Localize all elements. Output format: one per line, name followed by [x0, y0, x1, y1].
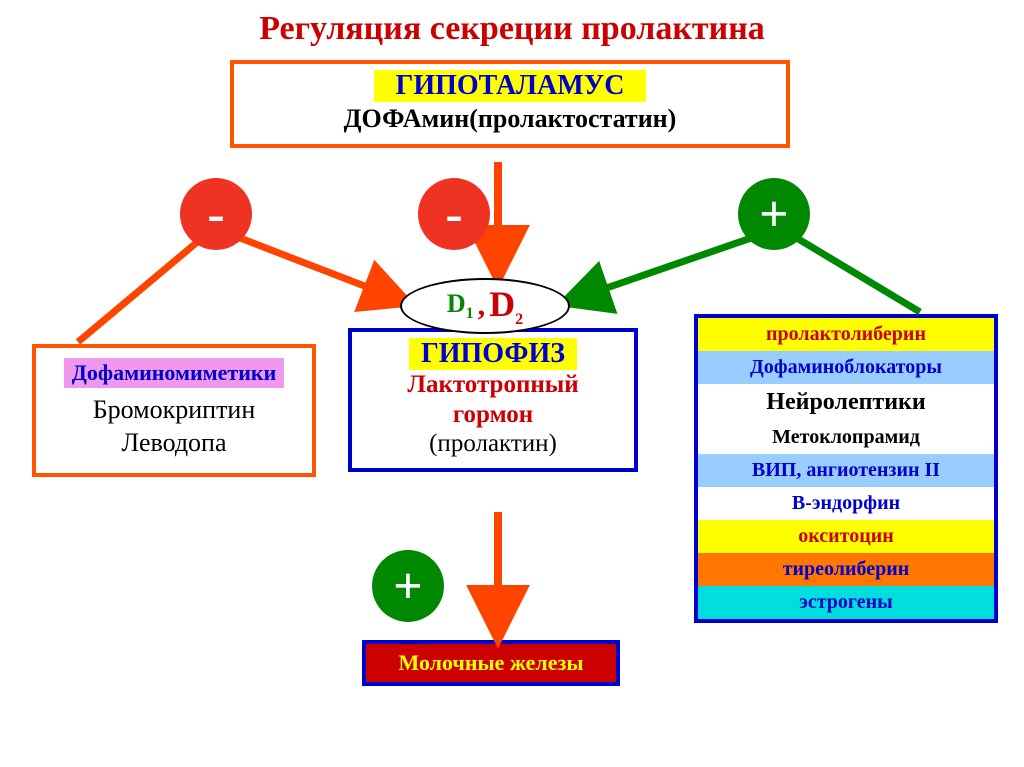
d2-label: D2 [489, 283, 523, 329]
minus-sign-left: - [180, 178, 252, 250]
hormone-line3: (пролактин) [360, 430, 626, 458]
plus-sign-bottom: + [372, 550, 444, 622]
drug-bromocriptine: Бромокриптин [44, 394, 304, 427]
hormone-line1: Лактотропный [360, 370, 626, 400]
plus-sign-right: + [738, 178, 810, 250]
mammary-glands-box: Молочные железы [362, 640, 620, 686]
hypothalamus-sub: ДОФАмин(пролактостатин) [244, 104, 776, 134]
diagram-title: Регуляция секреции пролактина [0, 10, 1024, 48]
comma: , [478, 289, 486, 323]
stimulator-item: ВИП, ангиотензин II [698, 454, 994, 487]
hypothalamus-label: ГИПОТАЛАМУС [374, 70, 647, 102]
stimulator-item: Дофаминоблокаторы [698, 351, 994, 384]
stimulator-item: окситоцин [698, 520, 994, 553]
stimulator-item: тиреолиберин [698, 553, 994, 586]
stimulator-item: пролактолиберин [698, 318, 994, 351]
stimulator-item: В-эндорфин [698, 487, 994, 520]
stimulator-item: Метоклопрамид [698, 421, 994, 454]
d1-label: D1 [447, 289, 474, 323]
drug-levodopa: Леводопа [44, 427, 304, 460]
stimulator-item: Нейролептики [698, 384, 994, 421]
receptors-ellipse: D1 , D2 [400, 278, 570, 334]
pituitary-box: ГИПОФИЗ Лактотропный гормон (пролактин) [348, 328, 638, 472]
stimulator-item: эстрогены [698, 586, 994, 619]
pituitary-label: ГИПОФИЗ [409, 338, 577, 370]
hypothalamus-box: ГИПОТАЛАМУС ДОФАмин(пролактостатин) [230, 60, 790, 148]
stimulators-box: пролактолиберинДофаминоблокаторыНейролеп… [694, 314, 998, 623]
dopaminomimetics-title: Дофаминомиметики [64, 358, 285, 388]
dopaminomimetics-box: Дофаминомиметики Бромокриптин Леводопа [32, 344, 316, 477]
hormone-line2: гормон [360, 400, 626, 430]
minus-sign-center: - [418, 178, 490, 250]
